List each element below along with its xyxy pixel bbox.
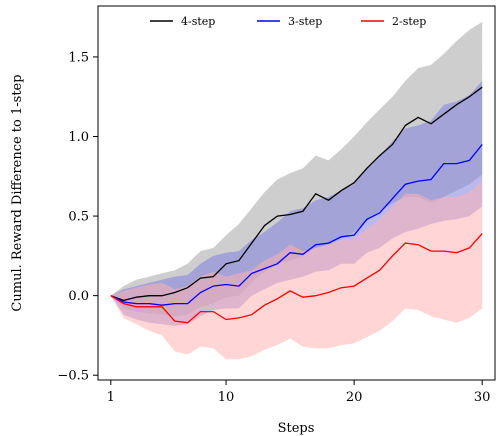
band-2-step bbox=[110, 181, 483, 360]
y-tick-label: 1.0 bbox=[68, 130, 89, 145]
y-tick-label: 0.5 bbox=[68, 210, 89, 225]
x-axis-label: Steps bbox=[278, 421, 315, 436]
y-tick-label: 0.0 bbox=[68, 289, 89, 304]
y-axis-label: Cumul. Reward Difference to 1-step bbox=[10, 74, 25, 311]
y-axis-ticks: −0.5 0.0 0.5 1.0 1.5 bbox=[57, 50, 98, 384]
x-axis-ticks: 1 10 20 30 bbox=[107, 380, 491, 405]
plot-frame bbox=[97, 5, 496, 381]
confidence-bands bbox=[110, 21, 483, 360]
x-tick-label: 20 bbox=[346, 390, 363, 405]
legend-label-2-step: 2-step bbox=[392, 15, 426, 28]
x-tick-label: 10 bbox=[218, 390, 235, 405]
line-3-step bbox=[110, 144, 483, 306]
legend-label-4-step: 4-step bbox=[181, 15, 215, 28]
series-lines bbox=[110, 86, 483, 324]
y-tick-label: 1.5 bbox=[68, 50, 89, 65]
legend: 4-step 3-step 2-step bbox=[150, 15, 426, 28]
band-3-step bbox=[110, 80, 483, 326]
y-tick-label: −0.5 bbox=[57, 369, 89, 384]
line-4-step bbox=[110, 86, 483, 302]
legend-label-3-step: 3-step bbox=[288, 15, 322, 28]
line-2-step bbox=[110, 233, 483, 324]
x-tick-label: 30 bbox=[474, 390, 491, 405]
x-tick-label: 1 bbox=[107, 390, 115, 405]
